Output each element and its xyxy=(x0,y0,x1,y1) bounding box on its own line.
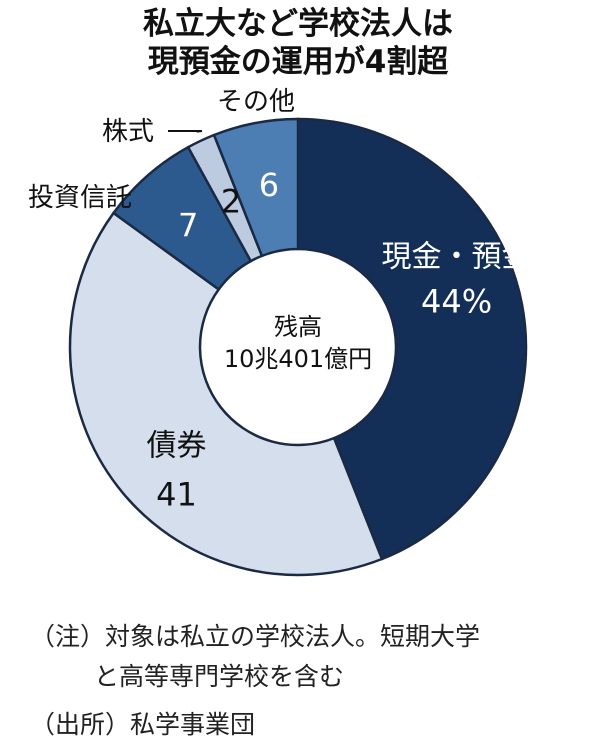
slice-label-investment-trusts: 投資信託 xyxy=(28,183,132,213)
source-note: （出所）私学事業団 xyxy=(30,710,256,739)
slice-value-bonds: 41 xyxy=(156,476,197,514)
center-label-title: 残高 xyxy=(274,313,322,341)
slice-label-stocks: 株式 xyxy=(102,117,154,147)
note-line-1: （注）対象は私立の学校法人。短期大学 xyxy=(30,622,481,651)
slice-label-cash-deposits: 現金・預金 xyxy=(382,239,532,274)
center-label-total: 10兆401億円 xyxy=(224,345,372,373)
note-line-2: と高等専門学校を含む xyxy=(94,662,345,691)
chart-title-line-2: 現預金の運用が4割超 xyxy=(147,44,449,80)
slice-value-cash-deposits: 44% xyxy=(421,282,492,320)
slice-label-bonds: 債券 xyxy=(147,429,207,464)
slice-value-investment-trusts: 7 xyxy=(178,206,198,244)
slice-value-others: 6 xyxy=(259,166,279,204)
slice-bonds xyxy=(68,211,384,577)
slice-label-others: その他 xyxy=(217,87,295,117)
slice-cash-deposits xyxy=(296,117,528,561)
chart-title-line-1: 私立大など学校法人は xyxy=(143,6,453,42)
slice-value-stocks: 2 xyxy=(221,182,241,220)
stocks-leader-line xyxy=(168,130,203,133)
slice-others xyxy=(212,117,300,258)
